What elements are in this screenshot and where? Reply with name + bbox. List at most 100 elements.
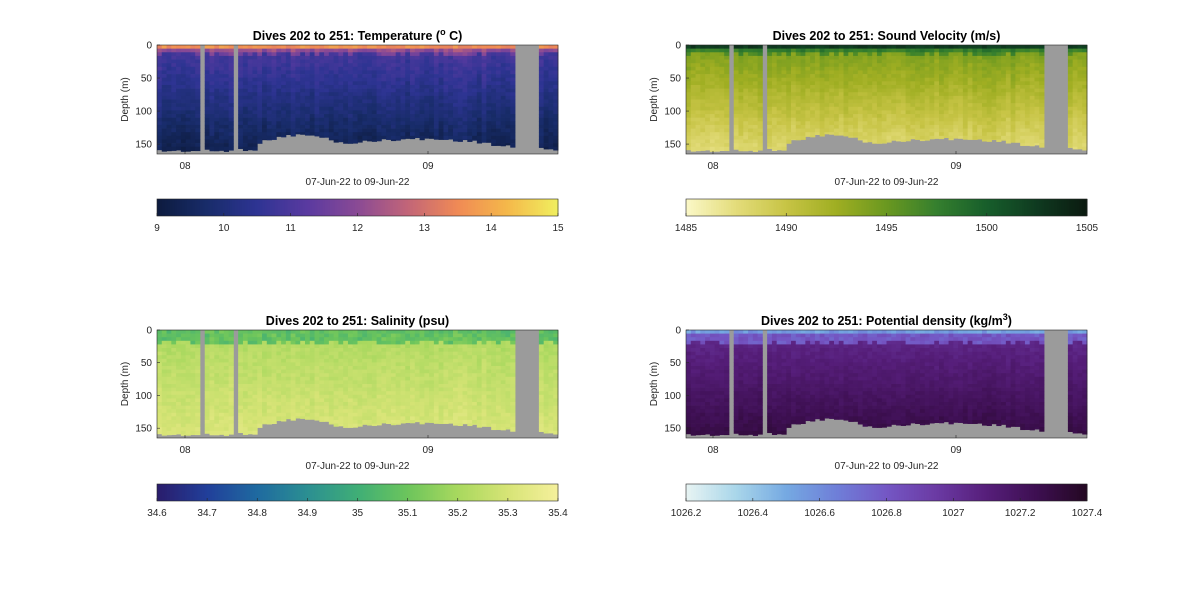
heatmap-cell <box>462 139 468 141</box>
heatmap-cell <box>752 146 758 151</box>
heatmap-cell <box>424 124 430 129</box>
heatmap-cell <box>953 45 959 49</box>
heatmap-cell <box>414 66 420 71</box>
heatmap-cell <box>438 63 444 68</box>
heatmap-cell <box>695 103 701 108</box>
heatmap-cell <box>467 135 473 140</box>
heatmap-cell <box>304 70 311 75</box>
heatmap-cell <box>919 66 926 71</box>
heatmap-cell <box>176 430 182 435</box>
heatmap-cell <box>185 402 191 406</box>
heatmap-cell <box>300 45 306 49</box>
heatmap-cell <box>176 358 182 363</box>
heatmap-cell <box>724 66 730 71</box>
heatmap-cell <box>910 99 916 104</box>
heatmap-cell <box>452 124 459 129</box>
heatmap-cell <box>462 132 468 137</box>
heatmap-cell <box>829 121 835 126</box>
heatmap-cell <box>833 84 840 89</box>
heatmap-cell <box>300 95 306 100</box>
heatmap-cell <box>457 95 463 100</box>
heatmap-cell <box>362 84 368 89</box>
heatmap-cell <box>862 106 868 111</box>
heatmap-cell <box>247 48 253 53</box>
heatmap-cell <box>886 135 892 140</box>
heatmap-cell <box>686 117 692 122</box>
heatmap-cell <box>705 132 711 137</box>
heatmap-cell <box>290 77 296 82</box>
heatmap-cell <box>271 63 277 68</box>
heatmap-cell <box>371 121 377 126</box>
heatmap-cell <box>848 103 854 108</box>
colorbar-tick-label: 1490 <box>775 223 798 234</box>
heatmap-cell <box>376 70 382 75</box>
heatmap-cell <box>324 63 330 68</box>
heatmap-cell <box>481 121 487 126</box>
heatmap-cell <box>481 117 487 122</box>
heatmap-cell <box>953 121 959 126</box>
heatmap-cell <box>438 110 444 115</box>
heatmap-cell <box>977 81 983 86</box>
heatmap-cell <box>190 88 196 93</box>
heatmap-cell <box>1024 70 1031 75</box>
heatmap-cell <box>695 95 701 100</box>
heatmap-cell <box>410 95 416 100</box>
heatmap-cell <box>166 66 172 71</box>
heatmap-cell <box>929 84 935 89</box>
heatmap-cell <box>166 150 172 152</box>
heatmap-cell <box>271 88 277 93</box>
heatmap-cell <box>958 88 964 93</box>
heatmap-cell <box>443 45 449 49</box>
heatmap-cell <box>910 66 916 71</box>
heatmap-cell <box>157 124 163 129</box>
heatmap-cell <box>709 92 716 97</box>
heatmap-cell <box>1029 114 1035 118</box>
heatmap-cell <box>1067 135 1074 140</box>
heatmap-cell <box>400 59 406 64</box>
colorbar-swatch <box>540 199 544 216</box>
heatmap-cell <box>166 77 172 82</box>
heatmap-cell <box>161 409 167 414</box>
heatmap-cell <box>452 74 459 78</box>
heatmap-cell <box>252 99 258 104</box>
colorbar-swatch <box>179 199 183 216</box>
heatmap-cell <box>176 77 182 82</box>
heatmap-cell <box>281 77 287 82</box>
heatmap-cell <box>295 124 301 129</box>
heatmap-cell <box>414 74 420 78</box>
heatmap-cell <box>472 135 478 140</box>
heatmap-cell <box>157 139 163 144</box>
heatmap-cell <box>424 114 430 118</box>
heatmap-cell <box>190 48 196 53</box>
heatmap-cell <box>166 92 172 97</box>
heatmap-cell <box>996 106 1002 111</box>
heatmap-cell <box>810 114 816 118</box>
heatmap-cell <box>429 45 435 49</box>
heatmap-cell <box>824 55 830 60</box>
heatmap-cell <box>886 117 892 122</box>
heatmap-cell <box>414 132 420 137</box>
heatmap-cell <box>1039 77 1045 82</box>
heatmap-cell <box>1005 132 1012 137</box>
heatmap-cell <box>257 84 263 89</box>
colorbar-swatch <box>422 199 426 216</box>
heatmap-cell <box>347 81 354 86</box>
colorbar-swatch <box>823 199 827 216</box>
heatmap-cell <box>905 139 911 142</box>
heatmap-cell <box>896 48 902 53</box>
heatmap-cell <box>505 70 511 75</box>
heatmap-cell <box>309 106 315 111</box>
heatmap-cell <box>1020 48 1026 53</box>
heatmap-cell <box>924 106 930 111</box>
heatmap-cell <box>939 88 945 93</box>
heatmap-cell <box>238 45 244 49</box>
heatmap-cell <box>180 77 187 82</box>
heatmap-cell <box>276 128 282 133</box>
heatmap-cell <box>367 59 373 64</box>
heatmap-cell <box>719 74 725 78</box>
heatmap-cell <box>1077 81 1083 86</box>
heatmap-cell <box>452 55 459 60</box>
heatmap-cell <box>462 92 468 97</box>
heatmap-cell <box>176 412 182 417</box>
heatmap-cell <box>1077 106 1083 111</box>
